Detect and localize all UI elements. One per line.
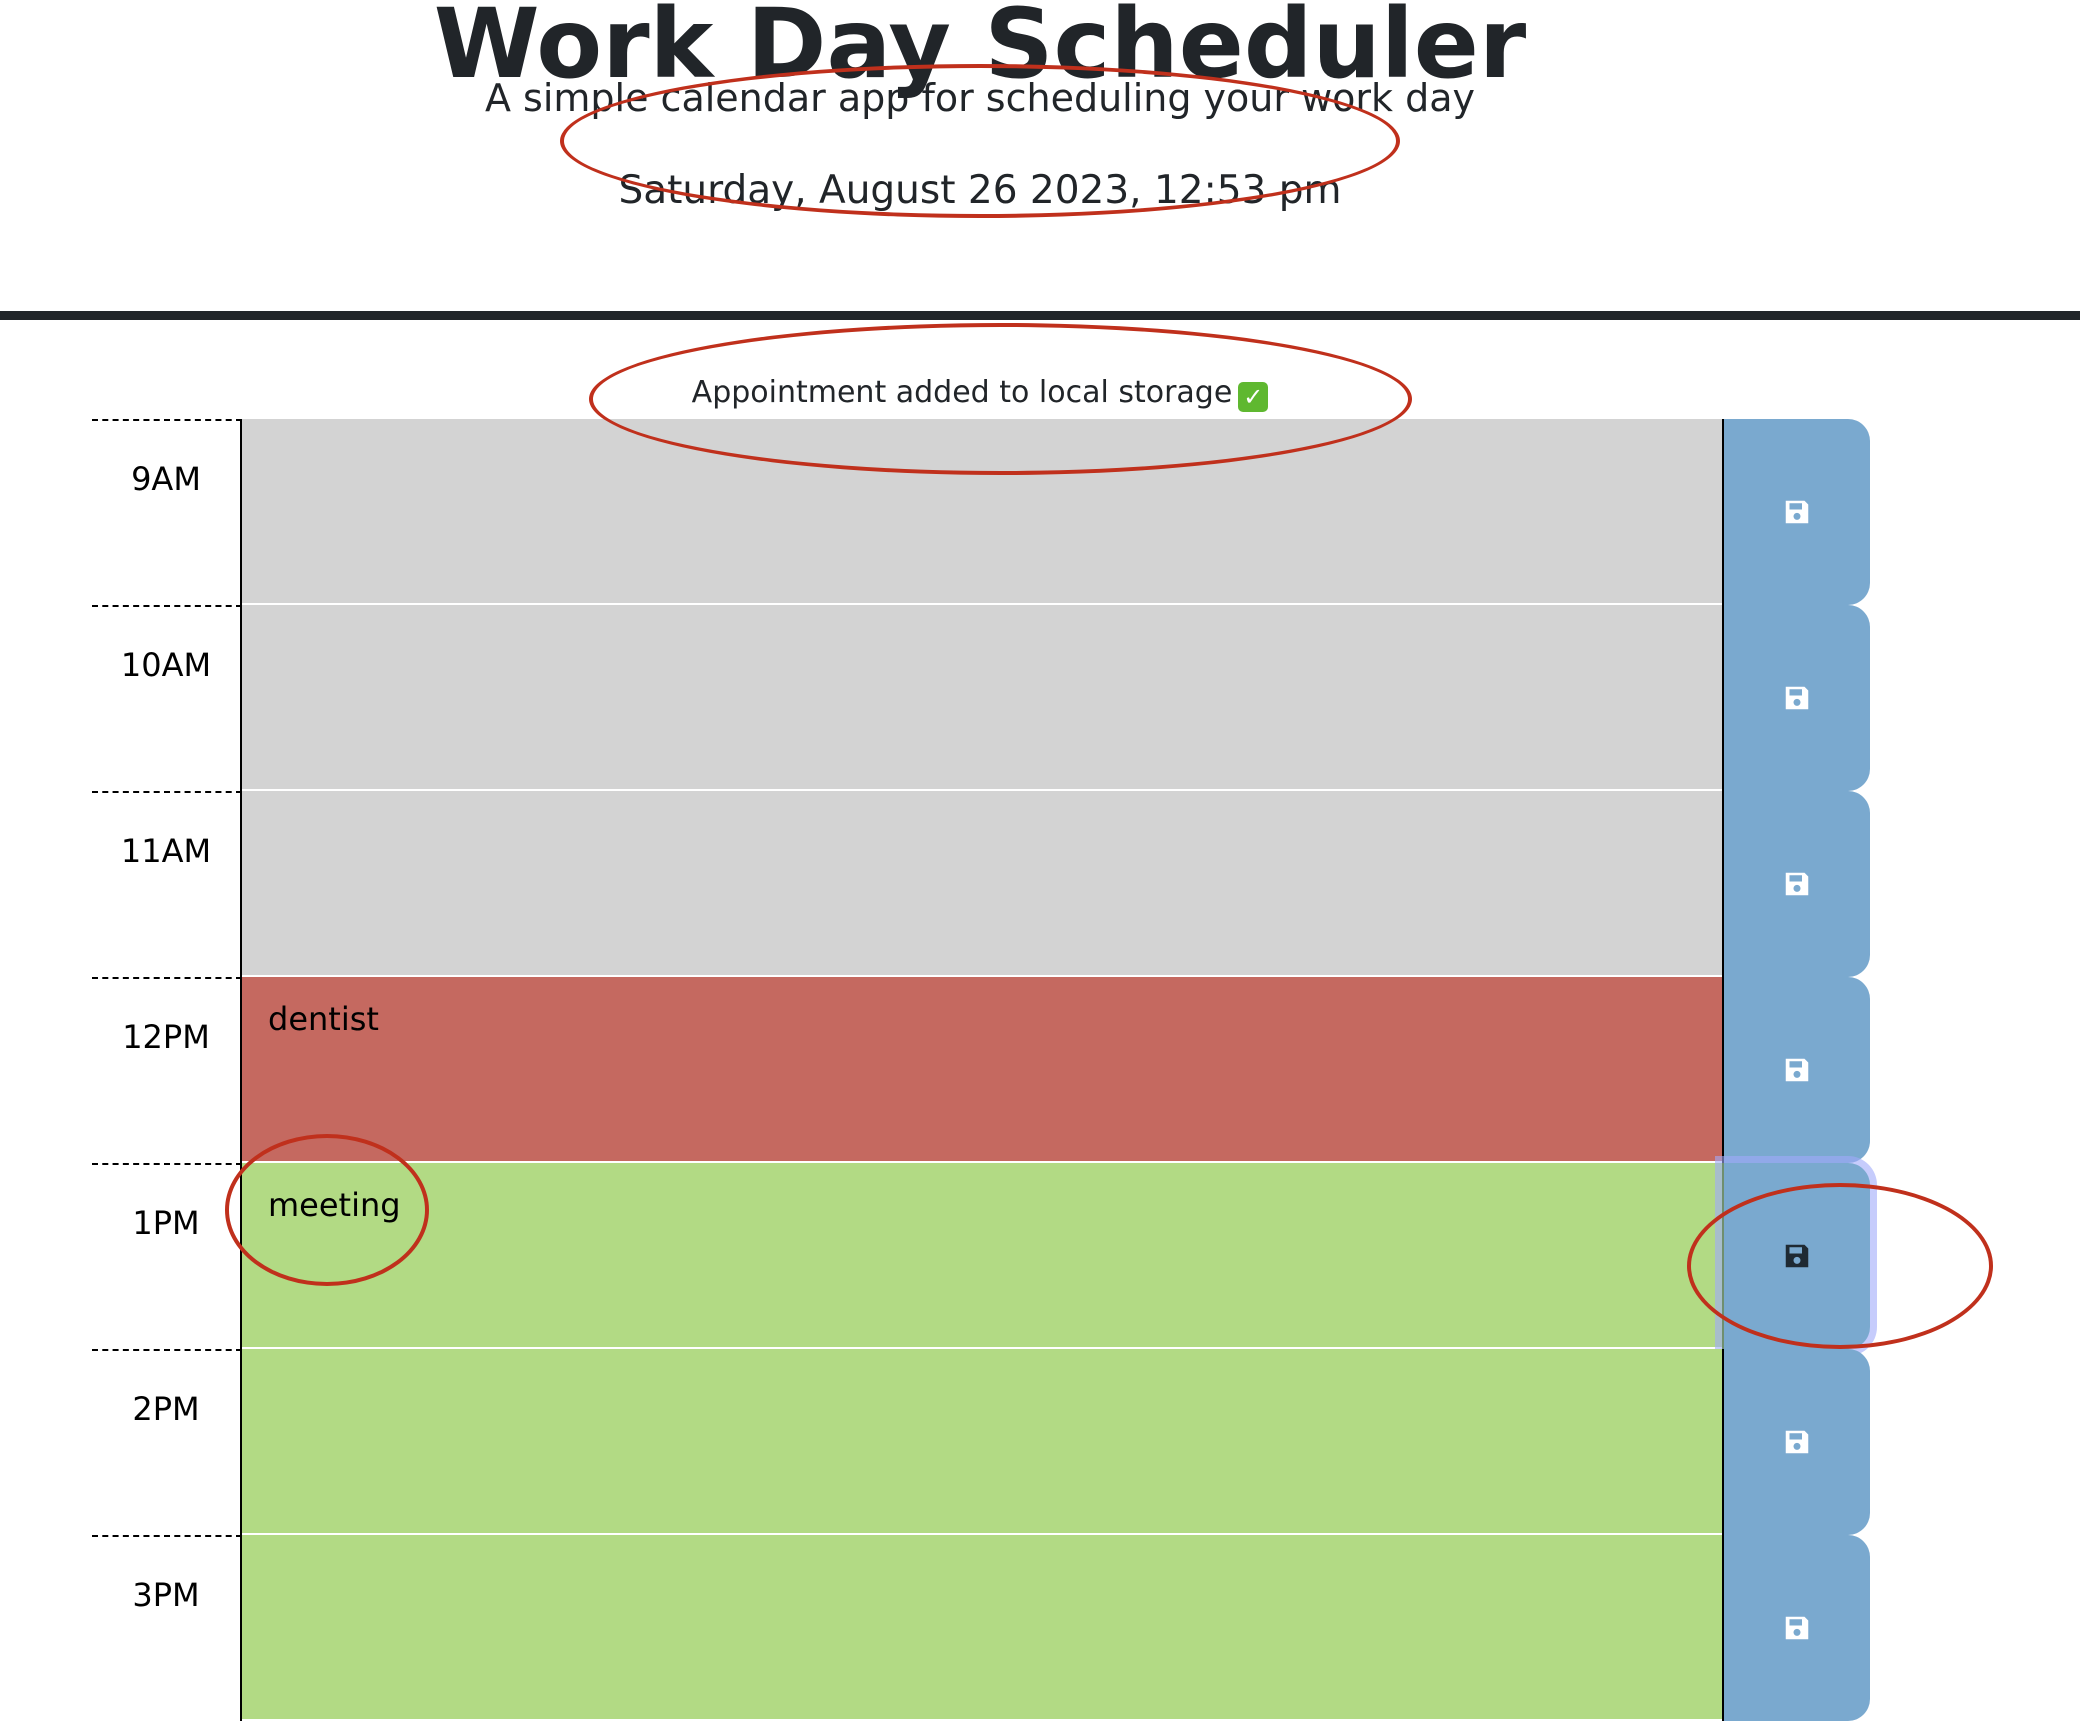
app-title: Work Day Scheduler [433, 0, 1527, 101]
floppy-disk-icon [1785, 500, 1809, 524]
time-block-9am: 9AM [92, 419, 1870, 605]
hour-label: 2PM [92, 1349, 242, 1535]
floppy-disk-icon [1785, 1430, 1809, 1454]
save-button[interactable] [1722, 419, 1870, 605]
hour-label: 3PM [92, 1535, 242, 1721]
save-button[interactable] [1722, 1535, 1870, 1721]
save-button[interactable] [1722, 977, 1870, 1163]
description-input[interactable] [242, 419, 1722, 605]
description-input[interactable] [242, 605, 1722, 791]
save-button[interactable] [1722, 1163, 1870, 1349]
hour-label: 1PM [92, 1163, 242, 1349]
description-input[interactable] [242, 791, 1722, 977]
time-block-3pm: 3PM [92, 1535, 1870, 1721]
floppy-disk-icon [1785, 872, 1809, 896]
time-block-11am: 11AM [92, 791, 1870, 977]
time-block-10am: 10AM [92, 605, 1870, 791]
app-lead: A simple calendar app for scheduling you… [484, 76, 1476, 120]
check-mark-icon: ✓ [1238, 382, 1269, 412]
description-input[interactable]: meeting [242, 1163, 1722, 1349]
floppy-disk-icon [1785, 1616, 1809, 1640]
hour-label: 12PM [92, 977, 242, 1163]
floppy-disk-icon [1785, 1058, 1809, 1082]
time-block-1pm: 1PM meeting [92, 1163, 1870, 1349]
floppy-disk-icon [1785, 686, 1809, 710]
saved-notification-text: Appointment added to local storage [691, 375, 1233, 410]
hour-label: 10AM [92, 605, 242, 791]
hour-label: 9AM [92, 419, 242, 605]
current-day: Saturday, August 26 2023, 12:53 pm [618, 168, 1342, 213]
floppy-disk-icon [1785, 1244, 1809, 1268]
description-input[interactable]: dentist [242, 977, 1722, 1163]
time-block-12pm: 12PM dentist [92, 977, 1870, 1163]
save-button[interactable] [1722, 1349, 1870, 1535]
saved-notification: Appointment added to local storage ✓ [0, 372, 1960, 414]
hour-label: 11AM [92, 791, 242, 977]
save-button[interactable] [1722, 791, 1870, 977]
header-divider [0, 311, 2080, 320]
description-input[interactable] [242, 1349, 1722, 1535]
time-block-2pm: 2PM [92, 1349, 1870, 1535]
save-button[interactable] [1722, 605, 1870, 791]
description-input[interactable] [242, 1535, 1722, 1721]
